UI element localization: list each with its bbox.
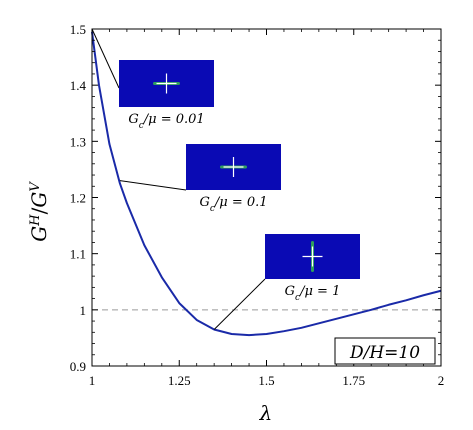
ratio-box: D/H=10	[334, 337, 436, 365]
x-tick-label: 1.5	[258, 373, 274, 388]
annotation-label: Gc/μ = 1	[285, 284, 341, 303]
y-axis-label: GH/GV	[27, 181, 51, 242]
x-tick-label: 1	[89, 373, 96, 388]
ratio-box-label: D/H=10	[349, 343, 420, 363]
annotation-label-prefix: G	[199, 195, 209, 210]
curve-layer	[91, 31, 442, 337]
x-tick-label: 1.25	[168, 373, 191, 388]
y-axis-label-sup1: H	[28, 214, 43, 227]
annotation-label: Gc/μ = 0.01	[128, 112, 204, 131]
annotation-0: Gc/μ = 0.01	[91, 28, 214, 131]
y-axis-label-slash: /	[27, 207, 51, 214]
annotation-label: Gc/μ = 0.1	[199, 195, 267, 214]
annotation-2: Gc/μ = 1	[213, 234, 360, 330]
tick-layer: 1 1.25 1.5 1.75 20.911.11.21.31.41.5	[70, 22, 445, 388]
x-tick-label: 1.75	[342, 373, 365, 388]
y-tick-label: 1.4	[70, 78, 87, 93]
annotation-1: Gc/μ = 0.1	[119, 144, 281, 214]
y-tick-label: 1.3	[70, 134, 86, 149]
y-axis-label-base2: G	[27, 192, 51, 208]
annotation-label-sub: c	[210, 204, 215, 214]
annotation-label-suffix: /μ = 0.01	[142, 112, 205, 127]
annotation-label-suffix: /μ = 1	[298, 284, 340, 299]
y-tick-label: 1.1	[70, 247, 86, 262]
annotation-leader-line	[213, 278, 266, 330]
y-tick-label: 1.2	[70, 191, 86, 206]
annotation-label-prefix: G	[285, 284, 295, 299]
annotation-label-suffix: /μ = 0.1	[213, 195, 268, 210]
annotation-label-sub: c	[295, 293, 300, 303]
x-tick-label: 2	[438, 373, 445, 388]
y-tick-label: 1.5	[70, 22, 86, 37]
series-line-0	[91, 31, 442, 337]
ratio-box-frame	[334, 337, 436, 365]
annotation-label-sub: c	[139, 121, 144, 131]
y-axis-label-base1: G	[27, 226, 51, 242]
y-tick-label: 1	[80, 303, 87, 318]
annotation-label-prefix: G	[128, 112, 138, 127]
y-axis-label-sup2: V	[28, 181, 43, 192]
y-tick-label: 0.9	[70, 359, 86, 374]
annotation-leader-line	[119, 180, 187, 191]
x-axis-label: λ	[259, 401, 273, 425]
annotation-leader-line	[91, 28, 120, 89]
